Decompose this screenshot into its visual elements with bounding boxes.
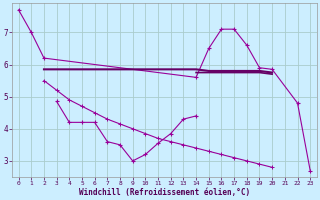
X-axis label: Windchill (Refroidissement éolien,°C): Windchill (Refroidissement éolien,°C) [79, 188, 250, 197]
